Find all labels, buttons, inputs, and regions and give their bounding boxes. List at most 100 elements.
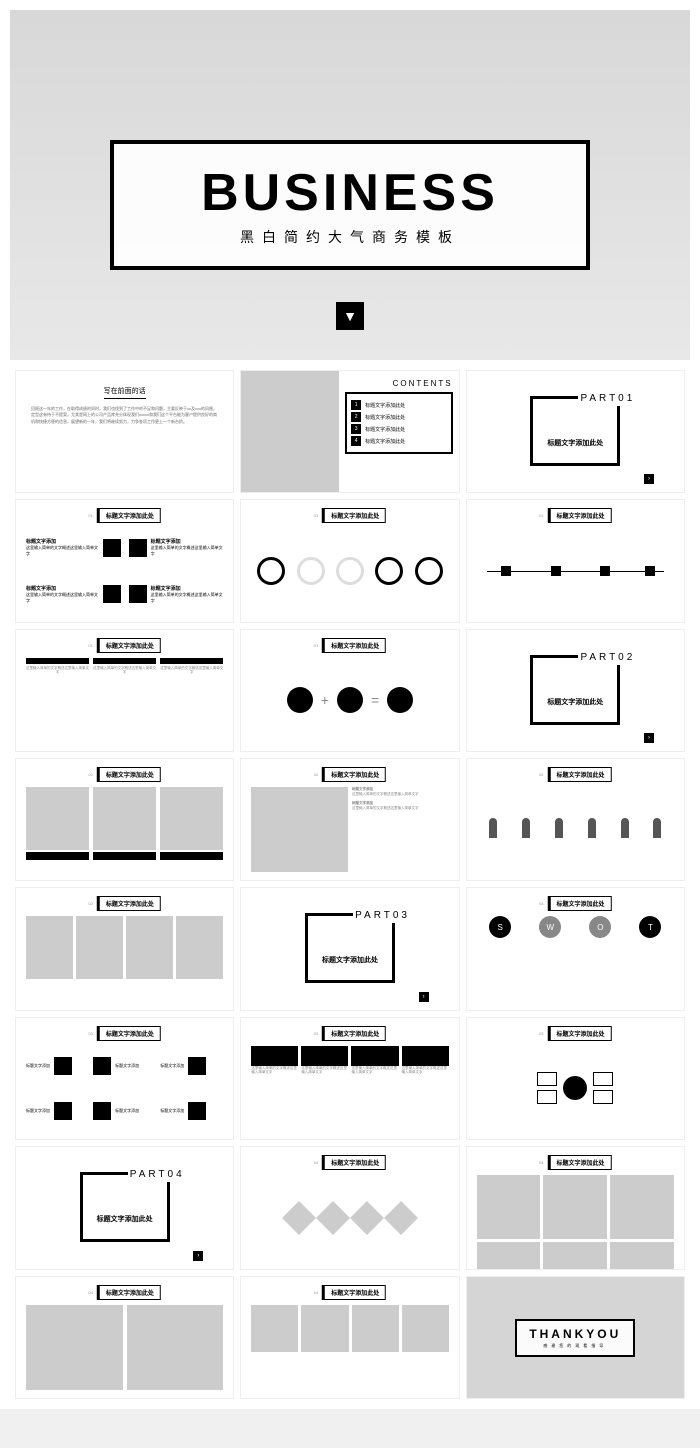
icon-box bbox=[93, 1057, 111, 1075]
thank-title: THANKYOU bbox=[529, 1327, 621, 1341]
section-num: 01 bbox=[88, 513, 92, 518]
person-icon bbox=[588, 818, 596, 838]
slide-contents[interactable]: CONTENTS 1标题文字添加此处 2标题文字添加此处 3标题文字添加此处 4… bbox=[240, 370, 459, 493]
block-icon bbox=[351, 1046, 398, 1066]
slide-flow[interactable]: 03标题文字添加此处 bbox=[466, 1017, 685, 1140]
slide-title: 标题文字添加此处 bbox=[548, 767, 612, 782]
timeline-dot bbox=[600, 566, 610, 576]
slide-title: 标题文字添加此处 bbox=[97, 1285, 161, 1300]
slide-timeline[interactable]: 01标题文字添加此处 bbox=[466, 499, 685, 622]
toc-item: 标题文字添加此处 bbox=[365, 426, 405, 433]
slide-part03[interactable]: PART03 标题文字添加此处 › bbox=[240, 887, 459, 1010]
item-text: 标题文字添加 bbox=[115, 1108, 139, 1114]
diamond-image bbox=[282, 1201, 316, 1235]
slide-silhouettes[interactable]: 02 标题文字添加此处 bbox=[466, 758, 685, 881]
section-num: 02 bbox=[539, 772, 543, 777]
person-icon bbox=[621, 818, 629, 838]
slide-part02[interactable]: PART02 标题文字添加此处 › bbox=[466, 629, 685, 752]
part-frame: PART04 标题文字添加此处 bbox=[80, 1172, 170, 1242]
diamond-image bbox=[316, 1201, 350, 1235]
icon-box bbox=[93, 1102, 111, 1120]
col-text: 这里输入简单的文字概述这里输入简单文字 bbox=[26, 666, 89, 675]
person-icon bbox=[489, 818, 497, 838]
icon-box bbox=[129, 585, 147, 603]
flow-box bbox=[537, 1072, 557, 1086]
slide-cols3[interactable]: 01标题文字添加此处 这里输入简单的文字概述这里输入简单文字 这里输入简单的文字… bbox=[15, 629, 234, 752]
plus-icon: + bbox=[321, 692, 329, 708]
item-text: 标题文字添加这里输入简单的文字概述这里输入简单文字 bbox=[26, 585, 99, 604]
slide-title: 标题文字添加此处 bbox=[322, 1285, 386, 1300]
contents-label: CONTENTS bbox=[345, 379, 453, 388]
section-num: 02 bbox=[314, 772, 318, 777]
flow-box bbox=[593, 1090, 613, 1104]
section-num: 04 bbox=[88, 1290, 92, 1295]
image-placeholder bbox=[610, 1242, 674, 1270]
template-container: BUSINESS 黑白简约大气商务模板 ▼ 写在前面的话 回顾这一年的工作，在取… bbox=[0, 0, 700, 1409]
timeline-dot bbox=[551, 566, 561, 576]
icon-box bbox=[54, 1057, 72, 1075]
col-header bbox=[93, 658, 156, 664]
block-icon bbox=[301, 1046, 348, 1066]
num-1: 1 bbox=[351, 400, 361, 410]
slide-title: 标题文字添加此处 bbox=[97, 896, 161, 911]
image-placeholder bbox=[251, 1305, 298, 1352]
preface-body: 回顾这一年的工作，在取得成绩的同时，我们也找到了工作中的不足和问题，主要反映于x… bbox=[31, 406, 218, 425]
slide-thankyou[interactable]: THANKYOU 感谢您的观看指导 bbox=[466, 1276, 685, 1399]
toc-item: 标题文字添加此处 bbox=[365, 438, 405, 445]
slide-split[interactable]: 02标题文字添加此处 标题文字添加这里输入简单的文字概述这里输入简单文字标题文字… bbox=[240, 758, 459, 881]
preface-title: 写在前面的话 bbox=[104, 386, 146, 399]
image-placeholder bbox=[93, 787, 156, 850]
item-text: 标题文字添加 bbox=[160, 1108, 184, 1114]
next-arrow-icon: › bbox=[644, 474, 654, 484]
slide-blocks4[interactable]: 03标题文字添加此处 这里输入简单的文字概述这里输入简单文字 这里输入简单的文字… bbox=[240, 1017, 459, 1140]
slide-imgs4[interactable]: 02 标题文字添加此处 bbox=[15, 887, 234, 1010]
slide-part04[interactable]: PART04 标题文字添加此处 › bbox=[15, 1146, 234, 1269]
slide-gallery4b[interactable]: 04标题文字添加此处 bbox=[240, 1276, 459, 1399]
part-subtitle: 标题文字添加此处 bbox=[547, 697, 603, 707]
timeline-dot bbox=[645, 566, 655, 576]
contents-box: 1标题文字添加此处 2标题文字添加此处 3标题文字添加此处 4标题文字添加此处 bbox=[345, 392, 453, 454]
icon-box bbox=[103, 585, 121, 603]
image-placeholder bbox=[543, 1242, 607, 1270]
slide-part01[interactable]: PART01 标题文字添加此处 › bbox=[466, 370, 685, 493]
section-num: 03 bbox=[314, 1031, 318, 1036]
slide-circles[interactable]: 01标题文字添加此处 bbox=[240, 499, 459, 622]
section-num: 03 bbox=[539, 1031, 543, 1036]
image-placeholder bbox=[160, 787, 223, 850]
slide-equation[interactable]: 01标题文字添加此处 + = bbox=[240, 629, 459, 752]
image-placeholder bbox=[176, 916, 223, 979]
section-num: 03 bbox=[88, 1031, 92, 1036]
section-num: 03 bbox=[539, 901, 543, 906]
slide-split2[interactable]: 04 标题文字添加此处 bbox=[15, 1276, 234, 1399]
hero-title-box: BUSINESS 黑白简约大气商务模板 bbox=[110, 140, 590, 270]
circle-icon bbox=[297, 557, 325, 585]
slide-preface[interactable]: 写在前面的话 回顾这一年的工作，在取得成绩的同时，我们也找到了工作中的不足和问题… bbox=[15, 370, 234, 493]
block-icon bbox=[251, 1046, 298, 1066]
section-num: 02 bbox=[88, 901, 92, 906]
block-icon bbox=[402, 1046, 449, 1066]
num-2: 2 bbox=[351, 412, 361, 422]
icon-box bbox=[188, 1057, 206, 1075]
image-placeholder bbox=[352, 1305, 399, 1352]
flow-box bbox=[593, 1072, 613, 1086]
part-subtitle: 标题文字添加此处 bbox=[547, 438, 603, 448]
slide-icons6[interactable]: 03标题文字添加此处 标题文字添加 标题文字添加 标题文字添加 标题文字添加 标… bbox=[15, 1017, 234, 1140]
slide-gallery6[interactable]: 04标题文字添加此处 bbox=[466, 1146, 685, 1269]
slide-diamonds[interactable]: 04标题文字添加此处 bbox=[240, 1146, 459, 1269]
swot-s: S bbox=[489, 916, 511, 938]
slide-icons4[interactable]: 01标题文字添加此处 标题文字添加这里输入简单的文字概述这里输入简单文字 标题文… bbox=[15, 499, 234, 622]
eq-circle-icon bbox=[287, 687, 313, 713]
icon-box bbox=[54, 1102, 72, 1120]
next-arrow-icon: › bbox=[419, 992, 429, 1002]
circle-icon bbox=[375, 557, 403, 585]
eq-circle-icon bbox=[337, 687, 363, 713]
section-num: 01 bbox=[539, 513, 543, 518]
circle-icon bbox=[336, 557, 364, 585]
contents-image bbox=[241, 371, 339, 492]
swot-t: T bbox=[639, 916, 661, 938]
item-text: 标题文字添加 bbox=[26, 1108, 50, 1114]
hero-subtitle: 黑白简约大气商务模板 bbox=[240, 227, 460, 247]
slide-team3[interactable]: 02标题文字添加此处 bbox=[15, 758, 234, 881]
slide-swot[interactable]: 03标题文字添加此处 S W O T bbox=[466, 887, 685, 1010]
icon-box bbox=[103, 539, 121, 557]
